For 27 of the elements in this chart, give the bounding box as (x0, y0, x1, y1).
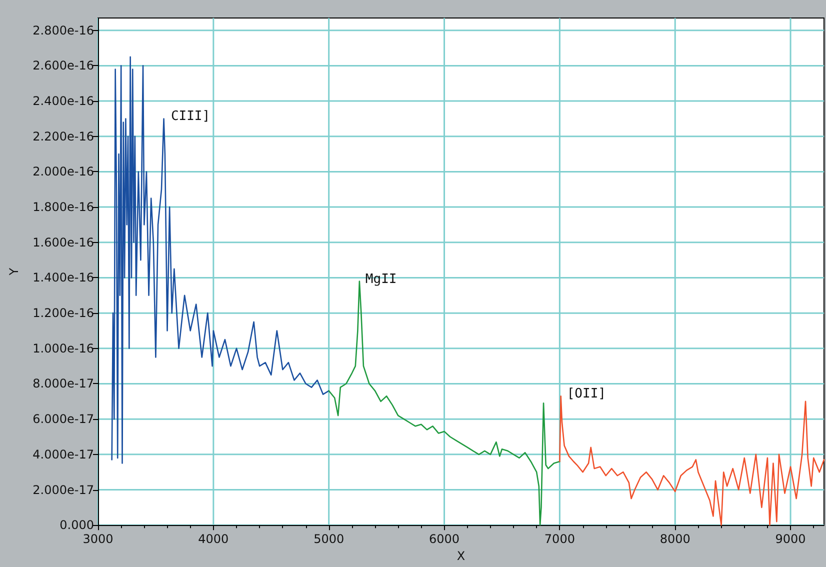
y-tick-label: 2.600e-16 (32, 58, 94, 73)
y-tick-label: 2.000e-17 (32, 482, 94, 497)
y-tick-label: 6.000e-17 (32, 412, 94, 426)
y-tick-label: 1.000e-16 (32, 341, 94, 356)
y-tick-label: 1.200e-16 (32, 306, 94, 320)
x-tick-label: 8000 (660, 532, 690, 546)
y-tick-label: 1.600e-16 (32, 235, 94, 250)
x-tick-label: 3000 (82, 532, 114, 546)
y-tick-label: 1.800e-16 (32, 200, 94, 214)
x-tick-label: 4000 (198, 532, 229, 546)
y-tick-label: 2.400e-16 (32, 94, 94, 108)
x-axis-title: X (456, 549, 466, 563)
x-tick-label: 5000 (314, 532, 344, 546)
x-tick-label: 9000 (775, 532, 806, 546)
y-axis-title: Y (7, 267, 21, 276)
annotation: [OII] (566, 386, 606, 402)
y-tick-label: 2.200e-16 (32, 129, 94, 144)
x-tick-label: 7000 (544, 532, 575, 546)
y-tick-label: 2.800e-16 (32, 23, 94, 38)
y-tick-label: 1.400e-16 (32, 270, 94, 285)
x-tick-label: 6000 (428, 532, 460, 546)
y-tick-label: 4.000e-17 (32, 447, 94, 462)
y-tick-label: 2.000e-16 (32, 164, 94, 179)
y-tick-label: 0.000 (60, 518, 94, 532)
y-tick-label: 8.000e-17 (32, 376, 94, 391)
annotation: CIII] (170, 109, 210, 124)
annotation: MgII (365, 272, 397, 287)
